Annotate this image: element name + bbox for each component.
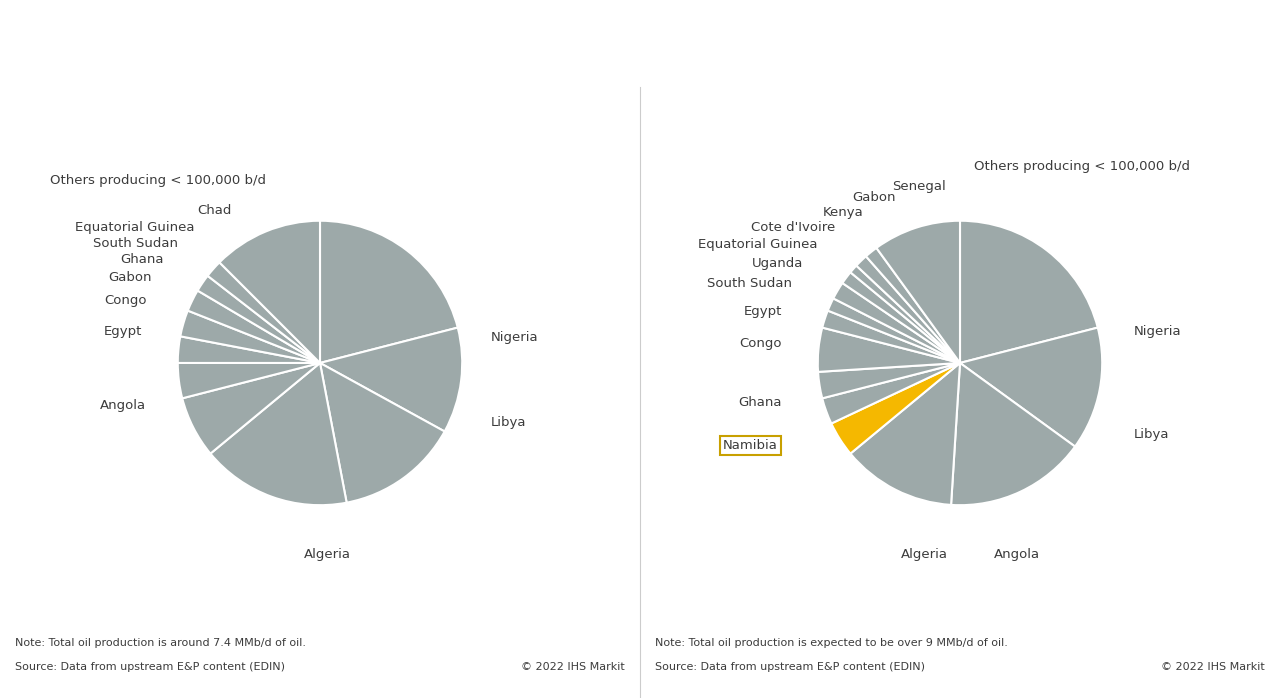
Text: Nigeria: Nigeria bbox=[490, 331, 539, 344]
Text: Algeria: Algeria bbox=[303, 549, 351, 561]
Wedge shape bbox=[180, 311, 320, 363]
Wedge shape bbox=[219, 221, 320, 363]
Wedge shape bbox=[850, 266, 960, 363]
Text: Note: Total oil production is expected to be over 9 MMb/d of oil.: Note: Total oil production is expected t… bbox=[655, 638, 1009, 648]
Text: Equatorial Guinea: Equatorial Guinea bbox=[699, 239, 818, 251]
Wedge shape bbox=[178, 336, 320, 363]
Text: Congo: Congo bbox=[104, 294, 146, 307]
Wedge shape bbox=[960, 327, 1102, 447]
Wedge shape bbox=[951, 363, 1075, 505]
Text: Source: Data from upstream E&P content (EDIN): Source: Data from upstream E&P content (… bbox=[655, 662, 925, 672]
Text: Congo: Congo bbox=[740, 336, 782, 350]
Text: Chad: Chad bbox=[197, 205, 232, 217]
Text: Others producing < 100,000 b/d: Others producing < 100,000 b/d bbox=[50, 174, 266, 188]
Wedge shape bbox=[320, 221, 458, 363]
Wedge shape bbox=[877, 221, 960, 363]
Wedge shape bbox=[822, 363, 960, 424]
Wedge shape bbox=[828, 298, 960, 363]
Text: South Sudan: South Sudan bbox=[92, 237, 178, 250]
Wedge shape bbox=[822, 311, 960, 363]
Text: © 2022 IHS Markit: © 2022 IHS Markit bbox=[521, 662, 625, 672]
Text: Africa’s top oil producing countries: 2030
Projection: Africa’s top oil producing countries: 20… bbox=[657, 21, 1146, 66]
Wedge shape bbox=[960, 221, 1098, 363]
Wedge shape bbox=[320, 363, 444, 503]
Text: Africa's top oil producing countries for 2022: Africa's top oil producing countries for… bbox=[15, 34, 536, 54]
Wedge shape bbox=[867, 248, 960, 363]
Wedge shape bbox=[188, 290, 320, 363]
Wedge shape bbox=[831, 363, 960, 454]
Text: Namibia: Namibia bbox=[723, 439, 778, 452]
Text: Source: Data from upstream E&P content (EDIN): Source: Data from upstream E&P content (… bbox=[15, 662, 285, 672]
Wedge shape bbox=[856, 256, 960, 363]
Text: Note: Total oil production is around 7.4 MMb/d of oil.: Note: Total oil production is around 7.4… bbox=[15, 638, 306, 648]
Text: Uganda: Uganda bbox=[753, 257, 804, 270]
Text: Libya: Libya bbox=[490, 416, 526, 429]
Wedge shape bbox=[320, 327, 462, 431]
Text: Egypt: Egypt bbox=[104, 325, 142, 338]
Text: Senegal: Senegal bbox=[892, 180, 946, 193]
Wedge shape bbox=[210, 363, 347, 505]
Wedge shape bbox=[842, 272, 960, 363]
Text: © 2022 IHS Markit: © 2022 IHS Markit bbox=[1161, 662, 1265, 672]
Wedge shape bbox=[197, 276, 320, 363]
Wedge shape bbox=[850, 363, 960, 505]
Wedge shape bbox=[182, 363, 320, 454]
Text: Egypt: Egypt bbox=[744, 305, 782, 318]
Text: Cote d'Ivoire: Cote d'Ivoire bbox=[750, 221, 835, 235]
Wedge shape bbox=[818, 327, 960, 372]
Text: Ghana: Ghana bbox=[120, 253, 164, 266]
Text: Nigeria: Nigeria bbox=[1134, 325, 1181, 338]
Text: Angola: Angola bbox=[100, 399, 146, 412]
Text: South Sudan: South Sudan bbox=[707, 277, 792, 290]
Wedge shape bbox=[207, 262, 320, 363]
Text: Others producing < 100,000 b/d: Others producing < 100,000 b/d bbox=[974, 161, 1190, 173]
Wedge shape bbox=[818, 363, 960, 399]
Text: Algeria: Algeria bbox=[901, 549, 948, 561]
Wedge shape bbox=[178, 363, 320, 399]
Text: Angola: Angola bbox=[993, 549, 1039, 561]
Text: Gabon: Gabon bbox=[852, 191, 896, 205]
Text: Ghana: Ghana bbox=[739, 396, 782, 409]
Text: Gabon: Gabon bbox=[109, 271, 152, 284]
Text: Libya: Libya bbox=[1134, 428, 1169, 440]
Wedge shape bbox=[833, 283, 960, 363]
Text: Kenya: Kenya bbox=[823, 206, 863, 218]
Text: Equatorial Guinea: Equatorial Guinea bbox=[76, 221, 195, 235]
